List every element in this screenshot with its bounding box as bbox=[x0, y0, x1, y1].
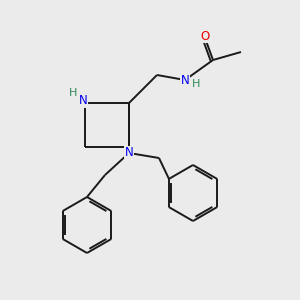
Text: N: N bbox=[181, 74, 189, 86]
Text: H: H bbox=[69, 88, 77, 98]
Text: H: H bbox=[192, 79, 200, 89]
Text: O: O bbox=[200, 29, 210, 43]
Text: N: N bbox=[124, 146, 134, 160]
Text: N: N bbox=[79, 94, 87, 107]
